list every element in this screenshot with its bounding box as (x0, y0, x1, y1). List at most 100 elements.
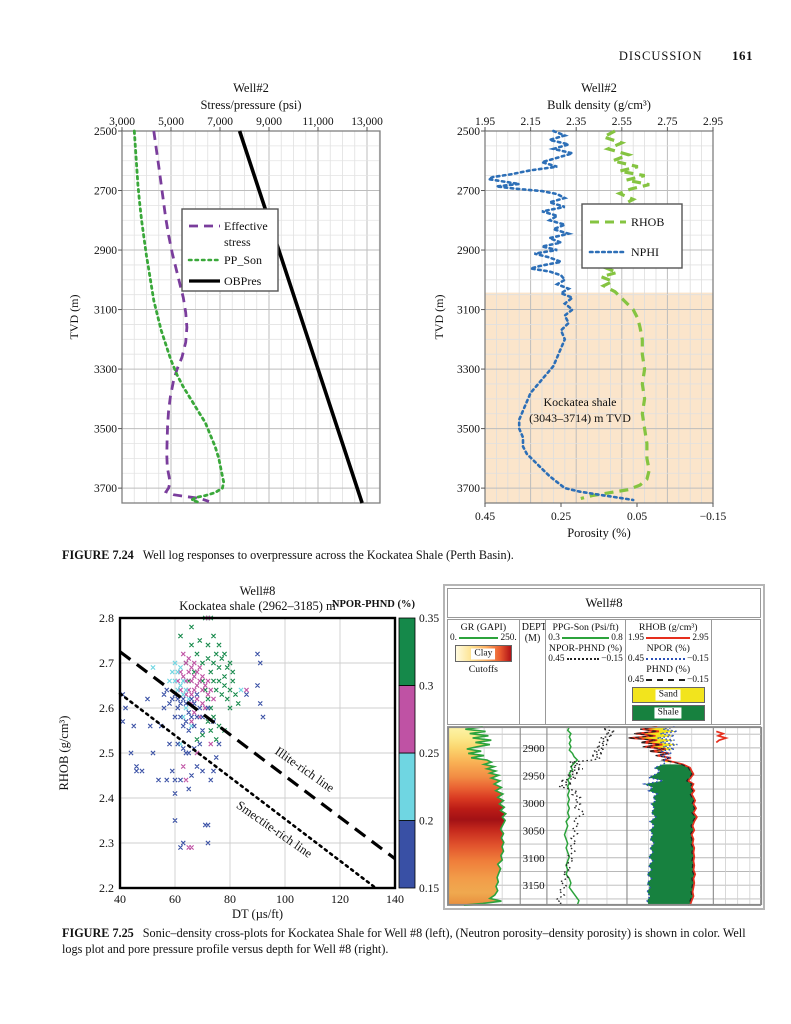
svg-text:2700: 2700 (457, 186, 480, 198)
svg-text:Effective: Effective (224, 219, 268, 233)
depth-label: 3050 (523, 825, 546, 837)
svg-text:2.95: 2.95 (703, 116, 723, 128)
svg-text:2700: 2700 (94, 186, 117, 198)
svg-text:TVD (m): TVD (m) (67, 295, 81, 340)
npor-phnd-curve (555, 726, 616, 906)
grid (119, 617, 396, 889)
figure-724-label: FIGURE 7.24 (62, 548, 134, 562)
svg-text:40: 40 (114, 892, 126, 906)
svg-text:Well#2: Well#2 (581, 81, 617, 95)
running-head: DISCUSSION 161 (619, 48, 753, 64)
svg-text:Kockatea shale (2962–3185) m: Kockatea shale (2962–3185) m (179, 599, 336, 613)
svg-text:3100: 3100 (457, 305, 480, 317)
svg-text:0.05: 0.05 (627, 511, 647, 523)
svg-text:120: 120 (331, 892, 349, 906)
line-label: Smectite-rich line (234, 798, 315, 861)
svg-text:RHOB: RHOB (631, 215, 664, 229)
svg-text:1.95: 1.95 (475, 116, 495, 128)
svg-text:2.7: 2.7 (99, 656, 114, 670)
depth-label: 3100 (523, 853, 546, 865)
svg-text:0.2: 0.2 (419, 816, 434, 828)
sand-fill (629, 727, 678, 763)
track-title: GR (GAPI) (460, 622, 507, 633)
page-number: 161 (732, 48, 753, 63)
svg-text:NPOR-PHND (%): NPOR-PHND (%) (332, 599, 416, 610)
svg-text:Porosity (%): Porosity (%) (567, 526, 631, 540)
log-track-header-rhob: RHOB (g/cm³) 1.95 2.95 NPOR (%) 0.45 −0.15 PHN… (626, 620, 712, 724)
svg-text:140: 140 (386, 892, 404, 906)
figure-724-text: Well log responses to overpressure acros… (142, 548, 514, 562)
svg-text:0.35: 0.35 (419, 613, 439, 625)
svg-text:60: 60 (169, 892, 181, 906)
svg-text:Well#2: Well#2 (233, 81, 269, 95)
svg-text:DT (µs/ft): DT (µs/ft) (232, 907, 283, 921)
legend: RHOB NPHI (581, 203, 683, 269)
series-nphi (484, 129, 635, 502)
svg-text:0.25: 0.25 (419, 748, 439, 760)
npor-curve (641, 726, 678, 906)
series-effective-stress (152, 130, 210, 503)
svg-text:80: 80 (224, 892, 236, 906)
log-track-header-dept: DEPT (M) (520, 620, 547, 724)
figure-725-text: Sonic–density cross-plots for Kockatea S… (62, 926, 746, 957)
legend-chip-shale: Shale (631, 705, 705, 721)
smectite-rich-line (118, 692, 378, 890)
figure-725-caption: FIGURE 7.25 Sonic–density cross-plots for… (62, 925, 762, 958)
shale-zone-label: Kockatea shale (544, 395, 617, 409)
svg-text:3700: 3700 (457, 483, 480, 495)
svg-text:7,000: 7,000 (207, 116, 233, 128)
extra-red-curve (715, 730, 729, 744)
series-obpres (237, 130, 364, 504)
line-label: Illite-rich line (272, 744, 337, 795)
svg-text:TVD (m): TVD (m) (432, 295, 446, 340)
svg-text:2.35: 2.35 (566, 116, 586, 128)
dept-title: DEPT (521, 622, 547, 633)
svg-text:stress: stress (224, 235, 251, 249)
svg-text:3,000: 3,000 (109, 116, 135, 128)
svg-text:2500: 2500 (94, 126, 117, 138)
figure-724-caption: FIGURE 7.24 Well log responses to overpre… (62, 547, 762, 563)
svg-text:3100: 3100 (94, 305, 117, 317)
dept-units: (M) (524, 633, 541, 644)
depth-label: 3000 (523, 798, 546, 810)
legend: Effective stress PP_Son OBPres (181, 208, 279, 292)
svg-text:3500: 3500 (94, 424, 117, 436)
svg-text:PP_Son: PP_Son (224, 253, 262, 267)
log-tracks: 2900 2950 3000 3050 3100 3150 (447, 726, 763, 906)
svg-text:13,000: 13,000 (351, 116, 383, 128)
section-title: DISCUSSION (618, 49, 703, 63)
illite-rich-line (119, 650, 396, 861)
svg-text:RHOB (g/cm³): RHOB (g/cm³) (57, 716, 71, 791)
svg-text:0.3: 0.3 (419, 681, 434, 693)
svg-text:9,000: 9,000 (256, 116, 282, 128)
figure-725-label: FIGURE 7.25 (62, 926, 134, 940)
svg-text:Well#8: Well#8 (240, 584, 276, 598)
svg-text:2500: 2500 (457, 126, 480, 138)
svg-text:100: 100 (276, 892, 294, 906)
scatter-points-0.15–0.2 (120, 651, 266, 851)
svg-text:2.6: 2.6 (99, 701, 114, 715)
svg-text:2900: 2900 (94, 245, 117, 257)
svg-text:NPHI: NPHI (631, 245, 659, 259)
svg-text:0.15: 0.15 (419, 883, 439, 895)
well-log-panel: Well#8 GR (GAPI) 0. 250. Clay Cutoffs DEPT (M)… (443, 584, 765, 910)
depth-label: 2900 (523, 743, 546, 755)
gr-curve (463, 726, 508, 906)
clay-gradient-bar: Clay (455, 645, 512, 662)
series-pp_son (132, 129, 226, 504)
svg-text:OBPres: OBPres (224, 274, 262, 288)
svg-text:Bulk density (g/cm³): Bulk density (g/cm³) (547, 98, 651, 112)
log-panel-title: Well#8 (447, 588, 761, 618)
log-track-headers: GR (GAPI) 0. 250. Clay Cutoffs DEPT (M) PPG-Son… (447, 619, 761, 725)
svg-text:3300: 3300 (94, 364, 117, 376)
svg-text:5,000: 5,000 (158, 116, 184, 128)
ppg-son-curve (563, 726, 580, 906)
scatter-points-0.25–0.3 (175, 615, 250, 851)
grid (121, 130, 380, 504)
gr-fill (448, 727, 506, 905)
svg-text:2.4: 2.4 (99, 791, 114, 805)
svg-text:2.3: 2.3 (99, 836, 114, 850)
svg-text:2900: 2900 (457, 245, 480, 257)
log-track-header-extra (712, 620, 760, 724)
